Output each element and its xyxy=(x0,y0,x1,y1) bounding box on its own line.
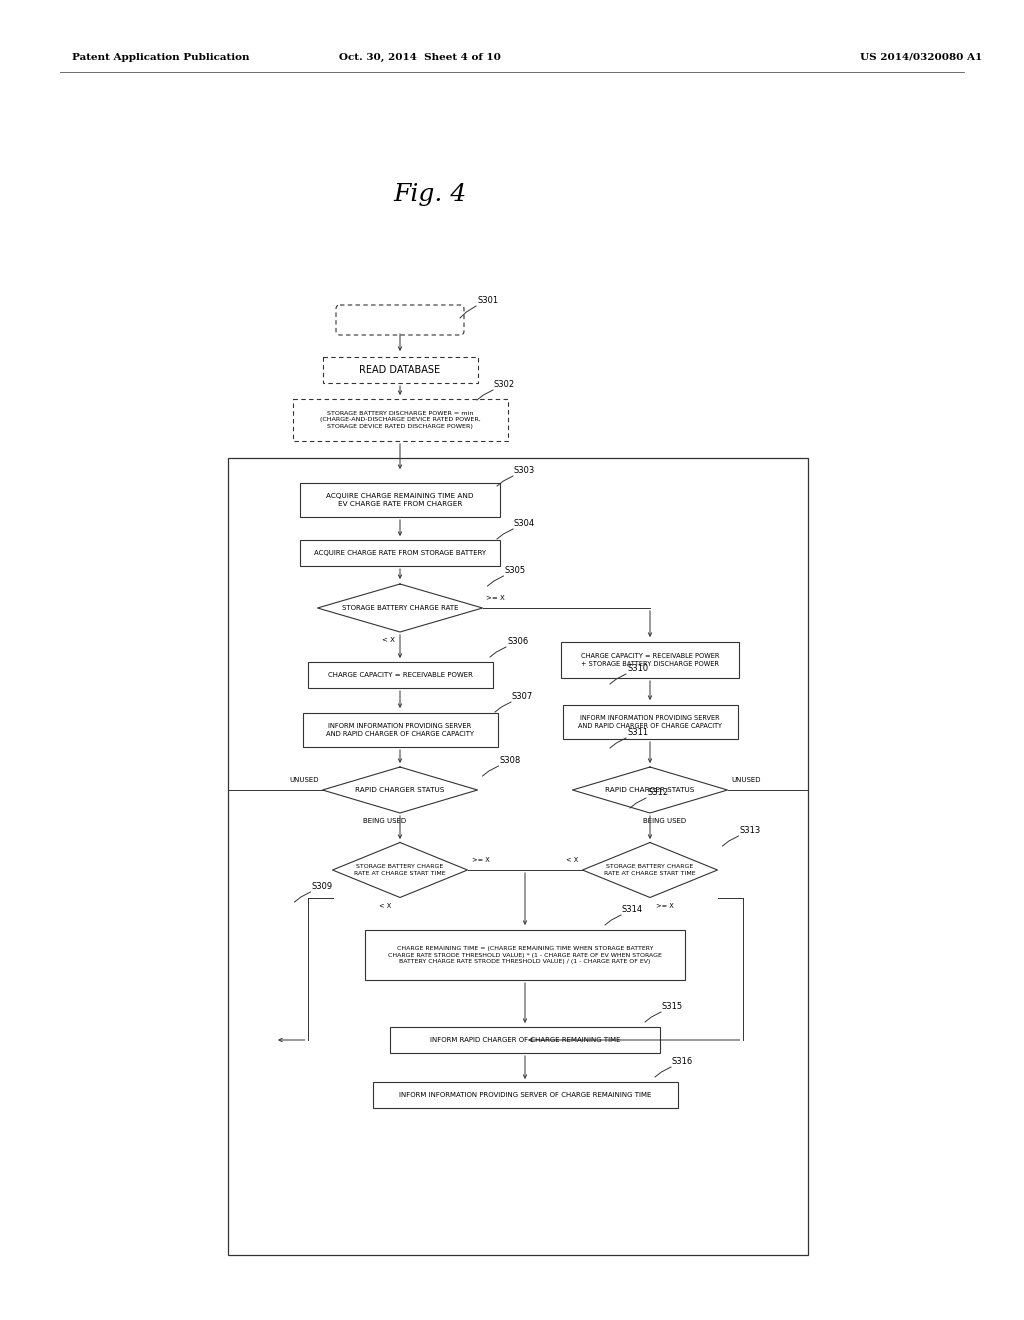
Bar xyxy=(307,663,493,688)
Text: BEING USED: BEING USED xyxy=(643,818,686,824)
Text: < X: < X xyxy=(566,857,579,863)
Text: INFORM INFORMATION PROVIDING SERVER
AND RAPID CHARGER OF CHARGE CAPACITY: INFORM INFORMATION PROVIDING SERVER AND … xyxy=(579,715,722,729)
Text: < X: < X xyxy=(382,638,394,643)
Bar xyxy=(293,399,508,441)
Text: S303: S303 xyxy=(514,466,536,475)
Text: >= X: >= X xyxy=(471,857,489,863)
Text: INFORM INFORMATION PROVIDING SERVER
AND RAPID CHARGER OF CHARGE CAPACITY: INFORM INFORMATION PROVIDING SERVER AND … xyxy=(326,723,474,737)
Bar xyxy=(562,705,737,739)
Text: S302: S302 xyxy=(494,380,515,389)
Text: >= X: >= X xyxy=(486,595,505,601)
Text: Patent Application Publication: Patent Application Publication xyxy=(72,53,250,62)
Text: Oct. 30, 2014  Sheet 4 of 10: Oct. 30, 2014 Sheet 4 of 10 xyxy=(339,53,501,62)
Bar xyxy=(323,356,477,383)
Text: S314: S314 xyxy=(622,906,643,913)
Text: UNUSED: UNUSED xyxy=(289,777,318,783)
Bar xyxy=(561,642,739,678)
Text: S315: S315 xyxy=(662,1002,683,1011)
Bar xyxy=(300,540,500,566)
Text: UNUSED: UNUSED xyxy=(731,777,761,783)
Bar xyxy=(373,1082,678,1107)
Text: S308: S308 xyxy=(500,756,521,766)
Text: US 2014/0320080 A1: US 2014/0320080 A1 xyxy=(860,53,982,62)
Text: S311: S311 xyxy=(627,729,648,737)
Text: CHARGE REMAINING TIME = (CHARGE REMAINING TIME WHEN STORAGE BATTERY
CHARGE RATE : CHARGE REMAINING TIME = (CHARGE REMAININ… xyxy=(388,946,662,964)
Text: S312: S312 xyxy=(647,788,668,797)
Text: S316: S316 xyxy=(672,1057,693,1067)
Text: ACQUIRE CHARGE REMAINING TIME AND
EV CHARGE RATE FROM CHARGER: ACQUIRE CHARGE REMAINING TIME AND EV CHA… xyxy=(327,494,474,507)
Text: INFORM INFORMATION PROVIDING SERVER OF CHARGE REMAINING TIME: INFORM INFORMATION PROVIDING SERVER OF C… xyxy=(398,1092,651,1098)
Text: STORAGE BATTERY DISCHARGE POWER = min
(CHARGE-AND-DISCHARGE DEVICE RATED POWER,
: STORAGE BATTERY DISCHARGE POWER = min (C… xyxy=(319,412,480,429)
Text: STORAGE BATTERY CHARGE RATE: STORAGE BATTERY CHARGE RATE xyxy=(342,605,459,611)
Text: RAPID CHARGER STATUS: RAPID CHARGER STATUS xyxy=(605,787,694,793)
Bar xyxy=(300,483,500,517)
Text: S304: S304 xyxy=(514,519,536,528)
Text: INFORM RAPID CHARGER OF CHARGE REMAINING TIME: INFORM RAPID CHARGER OF CHARGE REMAINING… xyxy=(430,1038,621,1043)
Text: S307: S307 xyxy=(512,692,534,701)
Text: Fig. 4: Fig. 4 xyxy=(393,183,467,206)
Text: S305: S305 xyxy=(505,566,525,576)
Bar xyxy=(302,713,498,747)
Bar xyxy=(365,931,685,979)
Text: S306: S306 xyxy=(507,638,528,645)
Text: S310: S310 xyxy=(627,664,648,673)
Text: S313: S313 xyxy=(739,826,761,836)
Text: CHARGE CAPACITY = RECEIVABLE POWER
+ STORAGE BATTERY DISCHARGE POWER: CHARGE CAPACITY = RECEIVABLE POWER + STO… xyxy=(581,653,719,667)
Text: S301: S301 xyxy=(477,296,498,305)
Bar xyxy=(390,1027,660,1053)
Text: S309: S309 xyxy=(311,882,333,891)
Text: < X: < X xyxy=(379,903,391,908)
Text: STORAGE BATTERY CHARGE
RATE AT CHARGE START TIME: STORAGE BATTERY CHARGE RATE AT CHARGE ST… xyxy=(604,865,696,875)
Text: READ DATABASE: READ DATABASE xyxy=(359,366,440,375)
Text: BEING USED: BEING USED xyxy=(364,818,407,824)
Text: ACQUIRE CHARGE RATE FROM STORAGE BATTERY: ACQUIRE CHARGE RATE FROM STORAGE BATTERY xyxy=(314,550,486,556)
Text: RAPID CHARGER STATUS: RAPID CHARGER STATUS xyxy=(355,787,444,793)
Bar xyxy=(228,458,808,1255)
Text: CHARGE CAPACITY = RECEIVABLE POWER: CHARGE CAPACITY = RECEIVABLE POWER xyxy=(328,672,472,678)
Text: >= X: >= X xyxy=(656,903,674,908)
Text: STORAGE BATTERY CHARGE
RATE AT CHARGE START TIME: STORAGE BATTERY CHARGE RATE AT CHARGE ST… xyxy=(354,865,445,875)
